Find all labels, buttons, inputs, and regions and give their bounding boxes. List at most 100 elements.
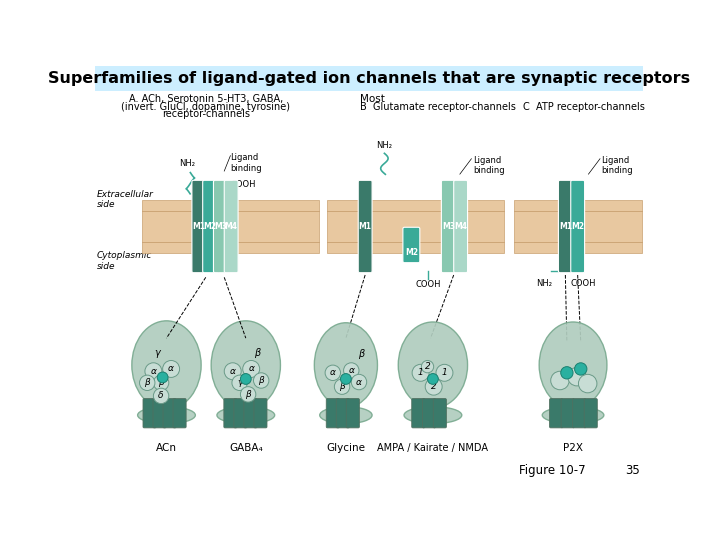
Text: M2: M2 — [203, 222, 216, 231]
FancyBboxPatch shape — [423, 399, 436, 428]
Text: Figure 10-7: Figure 10-7 — [519, 464, 586, 477]
FancyBboxPatch shape — [559, 180, 572, 273]
Circle shape — [163, 361, 179, 377]
Circle shape — [575, 363, 587, 375]
Text: Glycine: Glycine — [326, 443, 365, 453]
Ellipse shape — [398, 322, 467, 408]
Text: M3: M3 — [214, 222, 227, 231]
Text: γ: γ — [154, 348, 160, 358]
Ellipse shape — [211, 321, 281, 409]
FancyBboxPatch shape — [433, 399, 446, 428]
FancyBboxPatch shape — [143, 399, 156, 428]
FancyBboxPatch shape — [412, 399, 425, 428]
Bar — [327, 200, 504, 253]
Ellipse shape — [542, 407, 604, 423]
Text: NH₂: NH₂ — [377, 140, 392, 150]
Bar — [95, 66, 643, 91]
FancyBboxPatch shape — [173, 399, 186, 428]
Ellipse shape — [320, 407, 372, 423]
Circle shape — [153, 375, 168, 390]
Circle shape — [412, 364, 429, 381]
Text: β: β — [158, 379, 164, 387]
Bar — [514, 200, 642, 253]
Circle shape — [232, 375, 248, 390]
Text: 35: 35 — [625, 464, 640, 477]
Text: β: β — [145, 379, 150, 387]
Circle shape — [428, 374, 438, 384]
Text: C  ATP receptor-channels: C ATP receptor-channels — [523, 102, 645, 112]
FancyBboxPatch shape — [153, 399, 166, 428]
Text: β: β — [339, 382, 345, 391]
FancyBboxPatch shape — [571, 180, 585, 273]
Text: M1: M1 — [359, 222, 372, 231]
Text: GABA₄: GABA₄ — [229, 443, 263, 453]
FancyBboxPatch shape — [441, 180, 455, 273]
FancyBboxPatch shape — [561, 399, 575, 428]
Ellipse shape — [132, 321, 201, 409]
Text: β: β — [254, 348, 261, 358]
FancyBboxPatch shape — [326, 399, 339, 428]
Text: M3: M3 — [442, 222, 455, 231]
Text: B  Glutamate receptor-channels: B Glutamate receptor-channels — [360, 102, 516, 112]
Circle shape — [578, 374, 597, 393]
Text: P2X: P2X — [563, 443, 583, 453]
Ellipse shape — [539, 322, 607, 408]
Text: β: β — [258, 376, 264, 385]
Text: β: β — [358, 349, 364, 359]
Circle shape — [325, 365, 341, 381]
Text: 2: 2 — [431, 382, 436, 391]
FancyBboxPatch shape — [403, 227, 420, 262]
Circle shape — [240, 387, 256, 402]
Circle shape — [567, 367, 586, 386]
FancyBboxPatch shape — [203, 180, 217, 273]
Text: AMPA / Kairate / NMDA: AMPA / Kairate / NMDA — [377, 443, 488, 453]
Text: 2: 2 — [425, 362, 431, 371]
FancyBboxPatch shape — [572, 399, 586, 428]
Circle shape — [240, 374, 251, 384]
Circle shape — [140, 375, 155, 390]
FancyBboxPatch shape — [454, 180, 467, 273]
Circle shape — [243, 361, 260, 377]
Circle shape — [561, 367, 573, 379]
Circle shape — [551, 372, 570, 390]
Ellipse shape — [315, 323, 377, 408]
Text: Ligand
binding: Ligand binding — [230, 153, 262, 173]
FancyBboxPatch shape — [234, 399, 247, 428]
FancyBboxPatch shape — [549, 399, 562, 428]
Text: α: α — [348, 366, 354, 375]
FancyBboxPatch shape — [584, 399, 598, 428]
Text: (invert. GluCl, dopamine, tyrosine): (invert. GluCl, dopamine, tyrosine) — [121, 102, 290, 112]
Text: Ligand
binding: Ligand binding — [473, 156, 505, 175]
Text: Extracellular
side: Extracellular side — [96, 190, 153, 209]
Text: α: α — [230, 367, 235, 376]
FancyBboxPatch shape — [359, 180, 372, 273]
Text: γ: γ — [237, 379, 243, 387]
Circle shape — [341, 374, 351, 384]
Text: M2: M2 — [405, 248, 418, 257]
Text: 1: 1 — [441, 368, 447, 377]
Ellipse shape — [138, 407, 195, 423]
Text: M1: M1 — [192, 222, 205, 231]
Circle shape — [153, 388, 168, 403]
Circle shape — [157, 372, 168, 383]
FancyBboxPatch shape — [224, 180, 238, 273]
Text: α: α — [150, 367, 156, 376]
Circle shape — [351, 374, 366, 390]
FancyBboxPatch shape — [336, 399, 349, 428]
Circle shape — [426, 378, 442, 395]
Circle shape — [343, 363, 359, 378]
Circle shape — [253, 373, 269, 388]
Ellipse shape — [404, 407, 462, 423]
Text: ACn: ACn — [156, 443, 177, 453]
Text: 1: 1 — [418, 368, 423, 377]
Circle shape — [421, 361, 433, 373]
Text: α: α — [248, 364, 254, 374]
Text: α: α — [356, 377, 362, 387]
Text: NH₂: NH₂ — [179, 159, 195, 168]
FancyBboxPatch shape — [163, 399, 176, 428]
Text: α: α — [330, 368, 336, 377]
Text: receptor-channels: receptor-channels — [162, 110, 250, 119]
FancyBboxPatch shape — [244, 399, 257, 428]
Text: Cytoplasmic
side: Cytoplasmic side — [96, 252, 152, 271]
Ellipse shape — [217, 407, 274, 423]
